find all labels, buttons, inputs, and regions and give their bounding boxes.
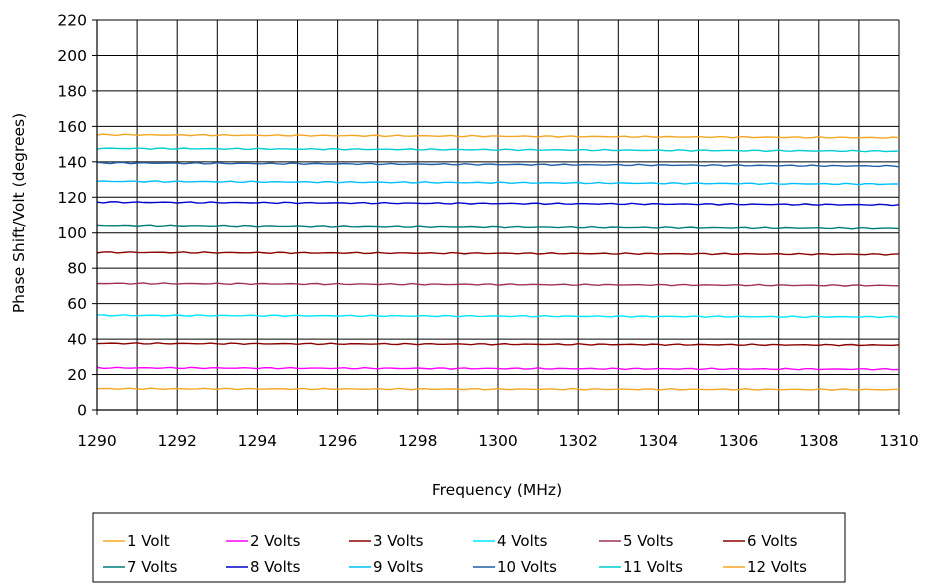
y-tick-label: 220 — [57, 12, 87, 30]
x-tick-label: 1292 — [157, 432, 196, 450]
legend-label: 8 Volts — [250, 558, 301, 576]
legend-label: 4 Volts — [497, 532, 548, 550]
axes — [92, 20, 899, 415]
x-tick-label: 1310 — [879, 432, 918, 450]
legend-label: 11 Volts — [623, 558, 683, 576]
x-tick-label: 1294 — [238, 432, 277, 450]
y-tick-labels: 0 20 40 60 80 100 120 140 160 180 200 220 — [57, 12, 87, 420]
y-tick-label: 140 — [57, 153, 87, 171]
x-tick-label: 1306 — [719, 432, 758, 450]
x-tick-label: 1300 — [478, 432, 517, 450]
legend-label: 9 Volts — [373, 558, 424, 576]
y-tick-label: 40 — [67, 331, 87, 349]
x-tick-label: 1296 — [318, 432, 357, 450]
legend-label: 12 Volts — [747, 558, 807, 576]
y-tick-label: 0 — [77, 402, 87, 420]
legend: 1 Volt 2 Volts 3 Volts 4 Volts 5 Volts 6 Volt… — [93, 513, 845, 582]
x-tick-label: 1290 — [77, 432, 116, 450]
legend-label: 3 Volts — [373, 532, 424, 550]
legend-label: 10 Volts — [497, 558, 557, 576]
x-tick-label: 1298 — [398, 432, 437, 450]
y-tick-label: 60 — [67, 295, 87, 313]
x-tick-labels: 1290 1292 1294 1296 1298 1300 1302 1304 1306 1308… — [77, 432, 918, 450]
x-axis-title: Frequency (MHz) — [432, 481, 562, 499]
y-tick-label: 180 — [57, 82, 87, 100]
legend-label: 2 Volts — [250, 532, 301, 550]
legend-label: 7 Volts — [127, 558, 178, 576]
y-axis-title: Phase Shift/Volt (degrees) — [10, 113, 28, 313]
y-tick-label: 160 — [57, 118, 87, 136]
y-tick-label: 120 — [57, 189, 87, 207]
legend-label: 6 Volts — [747, 532, 798, 550]
legend-label: 5 Volts — [623, 532, 674, 550]
y-tick-label: 100 — [57, 224, 87, 242]
grid — [97, 20, 899, 410]
y-tick-label: 80 — [67, 260, 87, 278]
x-tick-label: 1304 — [639, 432, 678, 450]
legend-box — [93, 513, 845, 582]
y-tick-label: 20 — [67, 366, 87, 384]
x-tick-label: 1308 — [799, 432, 838, 450]
x-tick-label: 1302 — [558, 432, 597, 450]
y-tick-label: 200 — [57, 47, 87, 65]
legend-label: 1 Volt — [127, 532, 170, 550]
